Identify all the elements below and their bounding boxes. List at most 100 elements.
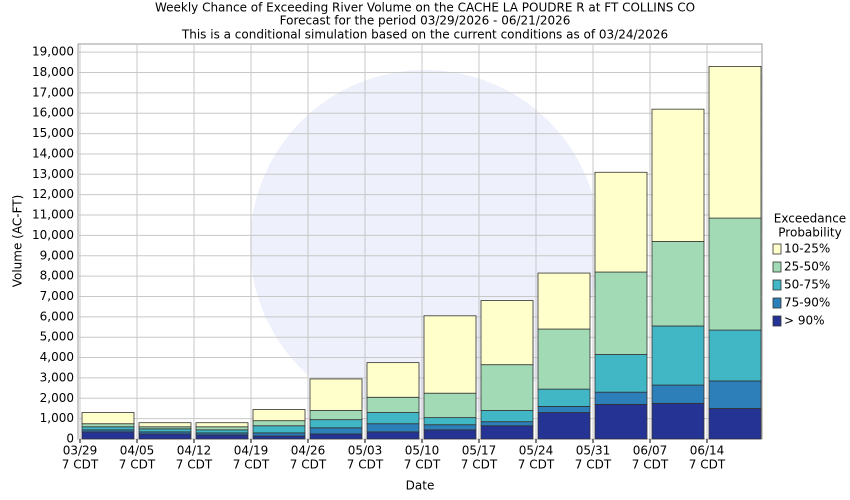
x-tick-label: 03/29: [63, 444, 98, 458]
x-tick-label: 7 CDT: [62, 458, 99, 472]
y-tick-label: 7,000: [40, 289, 74, 303]
bar-segment: [651, 384, 705, 404]
bar-segment: [195, 429, 249, 434]
bar-segment: [423, 315, 477, 394]
y-tick-label: 14,000: [32, 146, 74, 160]
bar-segment: [366, 362, 420, 398]
bar-segment: [252, 425, 306, 434]
bar-segment: [594, 354, 648, 393]
bar-segment: [708, 217, 762, 331]
legend-label: > 90%: [784, 314, 825, 328]
bar-segment: [651, 108, 705, 242]
bar-segment: [708, 65, 762, 219]
x-tick-label: 7 CDT: [347, 458, 384, 472]
bar-segment: [366, 396, 420, 413]
legend-swatch: [772, 279, 782, 291]
bar-segment: [594, 271, 648, 355]
bar-segment: [423, 429, 477, 440]
legend-swatch: [772, 261, 782, 273]
y-tick-label: 6,000: [40, 309, 74, 323]
bar-segment: [81, 426, 135, 431]
bar-segment: [81, 431, 135, 440]
chart-title: Weekly Chance of Exceeding River Volume …: [155, 1, 695, 15]
x-tick-label: 7 CDT: [689, 458, 726, 472]
bar-segment: [81, 423, 135, 428]
subtitle: This is a conditional simulation based o…: [181, 28, 668, 42]
bar-segment: [537, 412, 591, 440]
y-tick-label: 0: [66, 432, 74, 446]
bar-segment: [81, 412, 135, 425]
bar-segment: [366, 431, 420, 440]
bar-segment: [252, 435, 306, 440]
bar-segment: [480, 300, 534, 366]
bar-segment: [594, 403, 648, 440]
x-tick-label: 7 CDT: [290, 458, 327, 472]
bar-segment: [195, 426, 249, 431]
bar-segment: [651, 241, 705, 327]
y-tick-label: 4,000: [40, 350, 74, 364]
x-tick-label: 7 CDT: [119, 458, 156, 472]
bar-segment: [537, 272, 591, 330]
x-tick-label: 04/12: [177, 444, 212, 458]
x-tick-label: 7 CDT: [632, 458, 669, 472]
bar-segment: [537, 406, 591, 413]
x-tick-label: 05/24: [519, 444, 554, 458]
bar-segment: [309, 427, 363, 435]
bar-segment: [423, 417, 477, 426]
x-tick-label: 7 CDT: [176, 458, 213, 472]
bar-segment: [309, 410, 363, 421]
y-tick-label: 19,000: [32, 45, 74, 59]
bar-segment: [138, 422, 192, 428]
bar-segment: [423, 424, 477, 431]
bar-segment: [423, 392, 477, 419]
bar-segment: [252, 420, 306, 427]
x-tick-label: 06/14: [690, 444, 725, 458]
x-tick-label: 04/19: [234, 444, 269, 458]
bar-segment: [366, 423, 420, 433]
bar-segment: [138, 433, 192, 440]
bar-segment: [651, 325, 705, 386]
bar-segment: [195, 434, 249, 440]
bar-segment: [708, 408, 762, 440]
y-tick-label: 12,000: [32, 187, 74, 201]
legend-label: 75-90%: [784, 296, 830, 310]
y-tick-label: 5,000: [40, 330, 74, 344]
x-tick-label: 05/31: [576, 444, 611, 458]
bar-segment: [480, 364, 534, 411]
x-tick-label: 7 CDT: [233, 458, 270, 472]
y-tick-label: 11,000: [32, 208, 74, 222]
legend-label: 25-50%: [784, 260, 830, 274]
y-tick-label: 9,000: [40, 248, 74, 262]
legend-title: Exceedance: [774, 212, 846, 226]
y-tick-label: 10,000: [32, 228, 74, 242]
bar-segment: [138, 428, 192, 433]
bar-segment: [708, 380, 762, 409]
legend-swatch: [772, 315, 782, 327]
x-tick-label: 04/26: [291, 444, 326, 458]
y-tick-label: 17,000: [32, 85, 74, 99]
legend-swatch: [772, 243, 782, 255]
x-tick-label: 06/07: [633, 444, 668, 458]
bar-segment: [366, 412, 420, 425]
bar-segment: [708, 329, 762, 382]
y-tick-label: 2,000: [40, 391, 74, 405]
bar-segment: [594, 391, 648, 405]
x-tick-label: 7 CDT: [518, 458, 555, 472]
x-axis-label: Date: [406, 479, 435, 493]
bar-segment: [309, 419, 363, 429]
bar-segment: [651, 402, 705, 440]
bar-segment: [252, 409, 306, 422]
bar-segment: [537, 388, 591, 407]
y-tick-label: 16,000: [32, 106, 74, 120]
x-tick-label: 05/17: [462, 444, 497, 458]
bar-segment: [480, 410, 534, 423]
bar-segment: [252, 432, 306, 437]
x-tick-label: 04/05: [120, 444, 155, 458]
subtitle: Forecast for the period 03/29/2026 - 06/…: [280, 14, 571, 28]
y-tick-label: 15,000: [32, 126, 74, 140]
y-tick-label: 18,000: [32, 65, 74, 79]
y-tick-label: 3,000: [40, 370, 74, 384]
y-tick-label: 13,000: [32, 167, 74, 181]
x-tick-label: 7 CDT: [575, 458, 612, 472]
legend-label: 50-75%: [784, 278, 830, 292]
